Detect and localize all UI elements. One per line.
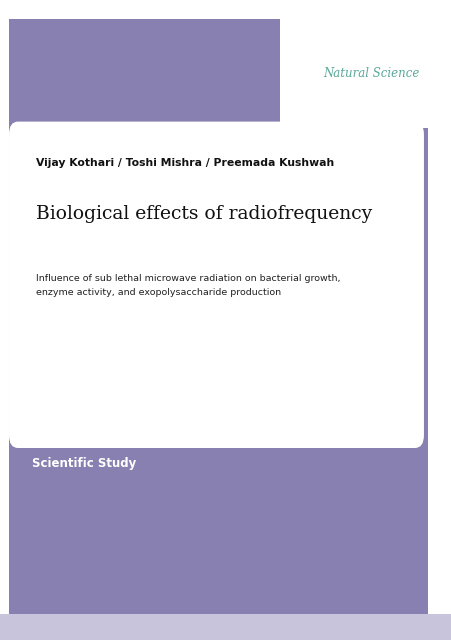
Text: Biological effects of radiofrequency: Biological effects of radiofrequency (36, 205, 373, 223)
Text: Influence of sub lethal microwave radiation on bacterial growth,: Influence of sub lethal microwave radiat… (36, 274, 341, 283)
Text: Scientific Study: Scientific Study (32, 458, 136, 470)
Bar (0, 614, 451, 640)
Text: enzyme activity, and exopolysaccharide production: enzyme activity, and exopolysaccharide p… (36, 288, 281, 297)
Text: Vijay Kothari / Toshi Mishra / Preemada Kushwah: Vijay Kothari / Toshi Mishra / Preemada … (36, 158, 334, 168)
Polygon shape (9, 19, 428, 614)
Text: Natural Science: Natural Science (323, 67, 419, 80)
FancyBboxPatch shape (9, 122, 424, 448)
